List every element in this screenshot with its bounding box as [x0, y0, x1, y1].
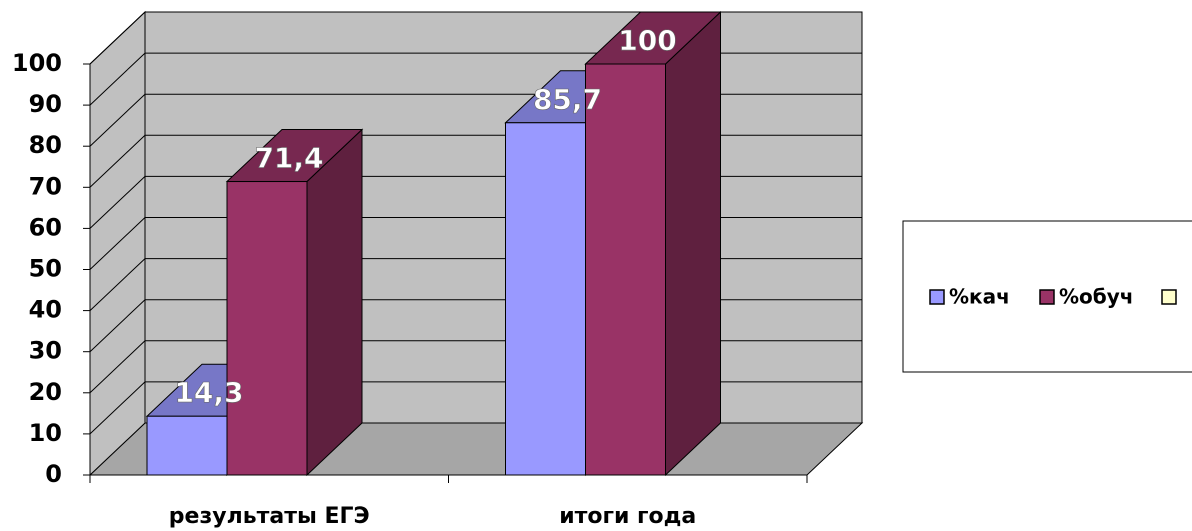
y-tick-label: 50 [29, 255, 62, 283]
x-tick-label: итоги года [559, 504, 696, 529]
y-tick-label: 60 [29, 213, 62, 241]
bar [146, 415, 228, 476]
grid-line [89, 217, 146, 270]
y-tick-label: 100 [12, 49, 62, 77]
y-tick-label: 40 [29, 296, 62, 324]
legend-label: %кач [949, 285, 1010, 309]
value-label: 71,4 [254, 142, 323, 175]
x-tick-label: результаты ЕГЭ [169, 504, 370, 529]
y-tick-label: 90 [29, 90, 62, 118]
y-tick-label: 30 [29, 337, 62, 365]
value-label: 85,7 [533, 83, 602, 116]
y-tick-label: 70 [29, 172, 62, 200]
legend-swatch [929, 289, 945, 305]
y-tick-label: 20 [29, 378, 62, 406]
value-label: 14,3 [174, 376, 243, 409]
bar [585, 63, 666, 476]
y-tick-label: 0 [45, 460, 62, 488]
grid-line [89, 11, 146, 65]
grid-line [89, 258, 146, 311]
y-tick-label: 80 [29, 131, 62, 159]
bar-side [306, 128, 363, 477]
grid-line [89, 381, 146, 435]
legend-label: %обуч [1059, 285, 1134, 309]
legend-swatch [1039, 289, 1055, 305]
grid-line [89, 176, 146, 229]
bar [505, 122, 586, 476]
bar-side [665, 10, 721, 477]
bar [226, 181, 308, 476]
y-tick-label: 10 [29, 419, 62, 447]
value-label: 100 [618, 24, 676, 57]
grid-line [89, 52, 146, 106]
grid-line [89, 340, 146, 394]
legend-swatch [1161, 289, 1177, 305]
grid-line [89, 134, 146, 188]
grid-line [89, 299, 146, 353]
grid-line [89, 93, 146, 147]
